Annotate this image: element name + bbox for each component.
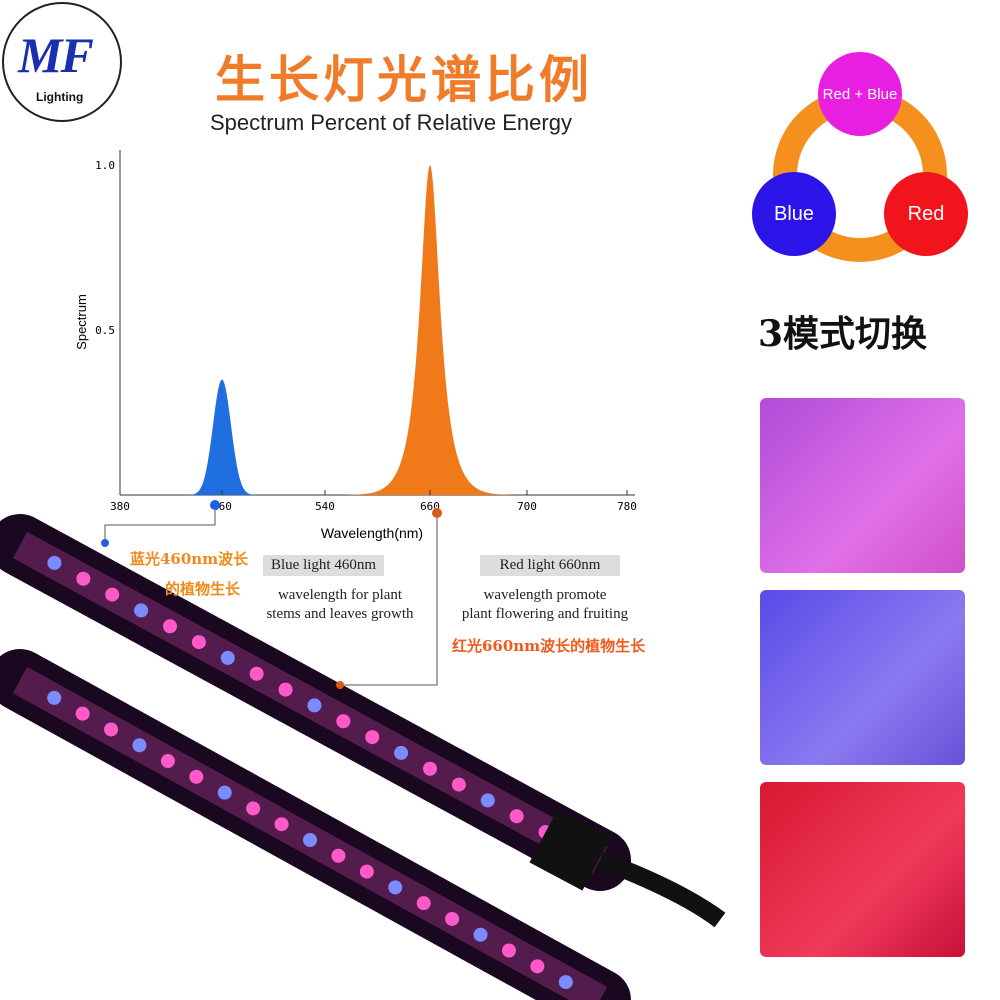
led xyxy=(163,619,177,634)
led xyxy=(134,603,149,618)
led xyxy=(104,722,119,737)
led xyxy=(307,698,322,713)
red-title: Red light 660nm xyxy=(480,555,620,576)
led xyxy=(191,635,206,650)
led xyxy=(249,666,264,681)
photo-mode-red xyxy=(760,782,965,957)
led xyxy=(75,706,90,721)
led xyxy=(132,738,147,753)
led xyxy=(558,975,573,990)
spectrum-peak-660 xyxy=(346,165,514,495)
page-title: 生长灯光谱比例 xyxy=(215,51,593,109)
x-axis-label: Wavelength(nm) xyxy=(321,525,423,541)
red-marker xyxy=(432,508,442,518)
led xyxy=(480,793,495,808)
led xyxy=(394,745,409,760)
led xyxy=(388,880,403,895)
x-tick-label: 780 xyxy=(617,500,637,513)
blue-title: Blue light 460nm xyxy=(263,555,384,576)
mode-red: Red xyxy=(884,172,968,256)
led xyxy=(473,927,488,942)
led xyxy=(501,943,516,958)
red-desc1: wavelength promote xyxy=(483,587,607,603)
led xyxy=(509,809,524,824)
x-tick-label: 700 xyxy=(517,500,537,513)
led xyxy=(47,555,62,570)
y-axis-label: Spectrum xyxy=(74,294,89,350)
blue-leader-dot xyxy=(101,539,109,547)
blue-cn-line2: 的植物生长 xyxy=(165,580,241,598)
led xyxy=(76,571,91,586)
red-cn: 红光660nm波长的植物生长 xyxy=(452,637,646,655)
photo-mode-red-blue xyxy=(760,398,965,573)
led xyxy=(336,714,351,729)
led xyxy=(303,833,317,847)
mode-red-blue: Red + Blue xyxy=(818,52,902,136)
led xyxy=(278,682,293,697)
led xyxy=(445,911,460,926)
logo-sub: Lighting xyxy=(36,90,84,104)
led xyxy=(530,959,545,974)
led xyxy=(217,785,232,800)
led xyxy=(359,864,374,879)
x-tick-label: 540 xyxy=(315,500,335,513)
led xyxy=(47,690,62,705)
red-desc2: plant flowering and fruiting xyxy=(461,606,629,622)
lamp-bar-top xyxy=(0,514,726,928)
spectrum-peak-460 xyxy=(168,379,276,495)
blue-marker xyxy=(210,500,220,510)
blue-leader-line xyxy=(104,510,216,540)
y-tick-label: 0.5 xyxy=(95,324,115,337)
modes-label: 3模式切换 xyxy=(758,313,928,355)
blue-cn-line1: 蓝光460nm波长 xyxy=(130,550,249,568)
chart-subtitle: Spectrum Percent of Relative Energy xyxy=(210,110,572,135)
led xyxy=(365,730,380,745)
y-tick-label: 1.0 xyxy=(95,159,115,172)
blue-desc2: stems and leaves growth xyxy=(266,606,414,622)
lamp-bar-bottom xyxy=(0,649,631,1000)
led xyxy=(160,754,175,769)
led xyxy=(189,769,204,784)
logo-letters: MF xyxy=(18,27,94,83)
x-tick-label: 380 xyxy=(110,500,130,513)
photo-mode-blue xyxy=(760,590,965,765)
brand-logo: MF Lighting xyxy=(2,2,122,122)
blue-desc1: wavelength for plant xyxy=(277,587,403,603)
led xyxy=(331,848,346,863)
led xyxy=(416,896,431,911)
mode-blue: Blue xyxy=(752,172,836,256)
led xyxy=(105,587,120,602)
led xyxy=(451,777,466,792)
led xyxy=(246,801,261,816)
led xyxy=(274,817,289,832)
led xyxy=(220,650,235,665)
led xyxy=(423,761,437,776)
red-leader-line xyxy=(342,518,438,686)
red-leader-dot xyxy=(336,681,344,689)
